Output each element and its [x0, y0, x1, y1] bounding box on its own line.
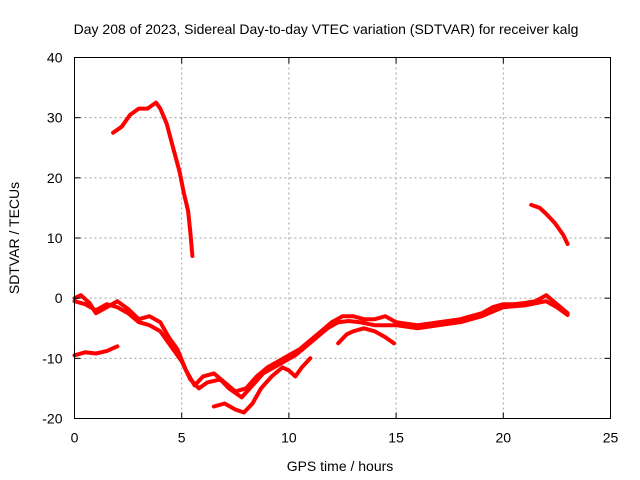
y-tick-label: 20 — [47, 170, 63, 186]
y-tick-label: -20 — [42, 411, 62, 427]
tick-layer: 0 5 10 15 20 25 -20 -10 0 10 20 30 40 — [42, 50, 618, 446]
series-main-trace-upper — [72, 293, 570, 394]
y-tick-label: 40 — [47, 50, 63, 66]
x-axis-title: GPS time / hours — [287, 458, 394, 474]
chart-title: Day 208 of 2023, Sidereal Day-to-day VTE… — [74, 21, 579, 37]
y-tick-label: 10 — [47, 230, 63, 246]
series-early-segment — [72, 344, 120, 358]
y-tick-label: 0 — [55, 290, 63, 306]
y-axis-title: SDTVAR / TECUs — [6, 182, 22, 294]
x-tick-label: 25 — [603, 430, 619, 446]
x-tick-label: 0 — [71, 430, 79, 446]
y-tick-label: 30 — [47, 110, 63, 126]
grid-layer — [74, 57, 611, 419]
x-tick-label: 10 — [281, 430, 297, 446]
series-layer — [72, 100, 570, 415]
series-late-decline — [529, 202, 570, 246]
x-tick-label: 20 — [496, 430, 512, 446]
series-main-trace-lower — [72, 299, 570, 400]
x-tick-label: 5 — [178, 430, 186, 446]
x-tick-label: 15 — [388, 430, 404, 446]
series-high-arc — [111, 100, 195, 258]
series-mid-dip-segment — [336, 326, 396, 346]
series-late-low-segment — [211, 356, 313, 415]
y-tick-label: -10 — [42, 350, 62, 366]
